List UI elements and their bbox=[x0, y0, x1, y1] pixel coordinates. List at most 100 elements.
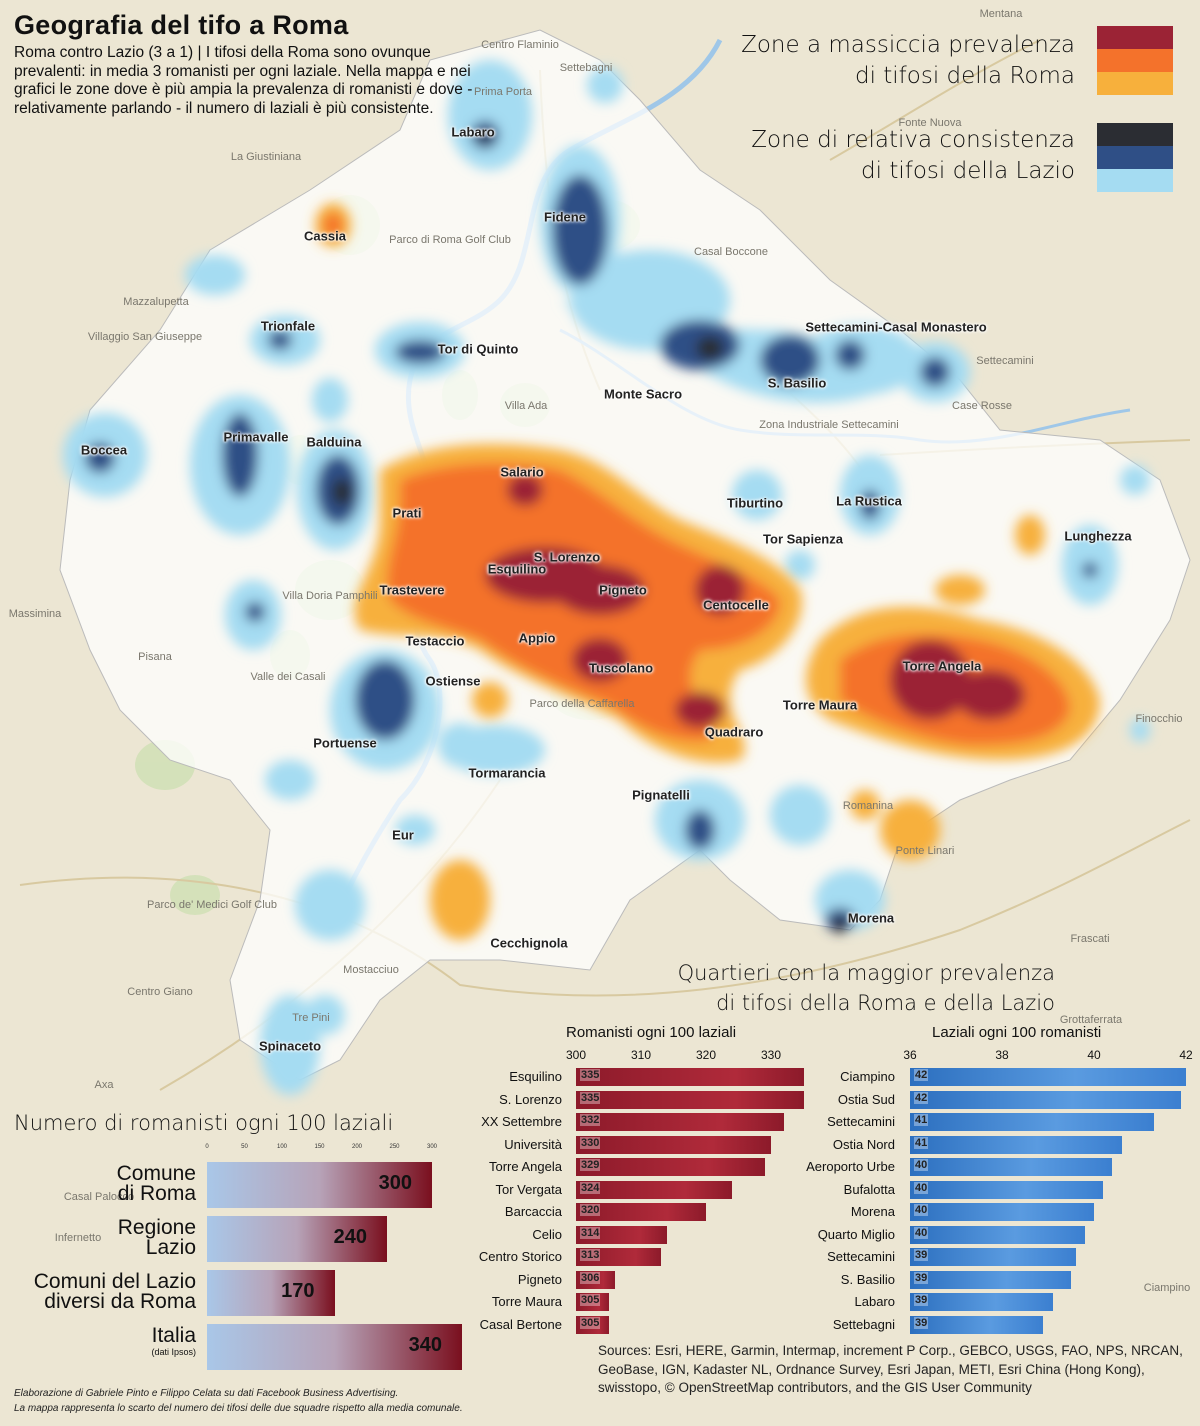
legend-lazio-swatch-1 bbox=[1097, 123, 1173, 146]
lazio-chart-value: 39 bbox=[914, 1294, 929, 1306]
credit-note: Elaborazione di Gabriele Pinto e Filippo… bbox=[14, 1386, 463, 1416]
big-chart-value: 340 bbox=[408, 1334, 442, 1356]
lazio-chart-bar: 40 bbox=[910, 1203, 1094, 1221]
map-label-ostiense: Ostiense bbox=[425, 673, 481, 689]
lazio-chart-category: Aeroporto Urbe bbox=[806, 1159, 895, 1174]
big-chart-bar: 240 bbox=[207, 1216, 387, 1262]
map-label-pigneto: Pigneto bbox=[599, 582, 647, 598]
lazio-chart-value: 39 bbox=[914, 1316, 929, 1329]
lazio-chart-category: Morena bbox=[850, 1204, 895, 1219]
lazio-chart-category: Settecamini bbox=[827, 1114, 895, 1129]
lazio-chart-category: Bufalotta bbox=[843, 1181, 895, 1197]
lazio-chart-tick: 36 bbox=[903, 1048, 917, 1062]
big-chart-tick: 100 bbox=[276, 1144, 288, 1150]
roma-chart-bar: 329 bbox=[576, 1158, 765, 1176]
roma-chart-value: 306 bbox=[580, 1271, 601, 1284]
lazio-chart-category: Ostia Nord bbox=[832, 1136, 895, 1152]
basemap-label-mazzalupetta: Mazzalupetta bbox=[123, 296, 189, 308]
map-label-esquilino: Esquilino bbox=[487, 561, 547, 577]
basemap-label-centro-flaminio: Centro Flaminio bbox=[481, 39, 559, 51]
map-label-portuense: Portuense bbox=[313, 735, 377, 751]
big-chart-title: Numero di romanisti ogni 100 laziali bbox=[14, 1111, 394, 1135]
big-chart-tick: 150 bbox=[314, 1144, 325, 1150]
map-label-salario: Salario bbox=[500, 464, 544, 480]
roma-chart-value: 305 bbox=[580, 1294, 601, 1306]
basemap-label-prima-porta: Prima Porta bbox=[473, 86, 533, 98]
big-chart-category-line: Lazio bbox=[145, 1236, 196, 1259]
roma-chart-value: 314 bbox=[580, 1226, 601, 1239]
basemap-label-finocchio: Finocchio bbox=[1135, 713, 1183, 725]
roma-chart-bar: 313 bbox=[576, 1248, 661, 1266]
map-label-primavalle: Primavalle bbox=[223, 429, 289, 445]
map-label-labaro: Labaro bbox=[451, 124, 495, 140]
lazio-chart-bar: 39 bbox=[910, 1293, 1053, 1311]
big-chart-category-line: Regione bbox=[117, 1216, 196, 1239]
basemap-label-mentana: Mentana bbox=[979, 8, 1023, 20]
big-chart-bar: 170 bbox=[207, 1270, 335, 1316]
big-chart-category: Regione Lazio bbox=[117, 1216, 196, 1259]
roma-chart-bar: 320 bbox=[576, 1203, 706, 1221]
lazio-chart-value: 42 bbox=[914, 1069, 929, 1081]
lazio-chart-value: 41 bbox=[914, 1136, 929, 1149]
map-label-prati: Prati bbox=[392, 505, 422, 521]
basemap-label-parco-de-medici-golf-club: Parco de' Medici Golf Club bbox=[147, 899, 277, 911]
big-chart-value: 170 bbox=[281, 1280, 315, 1302]
big-chart-category-line: di Roma bbox=[117, 1182, 196, 1205]
roma-chart-category: Casal Bertone bbox=[479, 1316, 562, 1332]
lazio-chart-bar: 42 bbox=[910, 1068, 1186, 1086]
basemap-label-tre-pini: Tre Pini bbox=[292, 1012, 330, 1024]
legend-roma-line-1: Zone a massiccia prevalenza bbox=[741, 32, 1075, 58]
lazio-chart-value: 39 bbox=[914, 1249, 929, 1261]
big-chart-category-line: diversi da Roma bbox=[44, 1290, 196, 1313]
basemap-label-ponte-linari: Ponte Linari bbox=[895, 845, 955, 857]
big-chart-tick: 0 bbox=[205, 1144, 209, 1150]
basemap-label-parco-della-caffarella: Parco della Caffarella bbox=[529, 698, 635, 710]
map-label-tor-sapienza: Tor Sapienza bbox=[763, 531, 843, 547]
lazio-chart-bar: 41 bbox=[910, 1113, 1154, 1131]
map-label-trastevere: Trastevere bbox=[379, 582, 445, 598]
basemap-label-villaggio-san-giuseppe: Villaggio San Giuseppe bbox=[87, 331, 203, 343]
map-label-pignatelli: Pignatelli bbox=[632, 787, 690, 803]
roma-chart-value: 329 bbox=[580, 1159, 601, 1171]
basemap-label-pisana: Pisana bbox=[138, 651, 172, 663]
roma-chart-value: 313 bbox=[580, 1249, 601, 1261]
map-label-monte-sacro: Monte Sacro bbox=[603, 386, 683, 402]
lazio-chart-value: 40 bbox=[914, 1181, 929, 1194]
legend-roma-text: Zone a massiccia prevalenza di tifosi de… bbox=[700, 30, 1075, 92]
map-label-eur: Eur bbox=[392, 827, 414, 843]
big-chart-tick: 50 bbox=[241, 1144, 248, 1150]
map-label-tuscolano: Tuscolano bbox=[588, 660, 654, 676]
big-chart-bar: 300 bbox=[207, 1162, 432, 1208]
legend-roma-swatch-2 bbox=[1097, 49, 1173, 72]
lazio-chart-bar: 39 bbox=[910, 1248, 1076, 1266]
stats-title-line-1: Quartieri con la maggior prevalenza bbox=[677, 961, 1055, 985]
map-label-torre-angela: Torre Angela bbox=[902, 658, 982, 674]
big-chart-value: 240 bbox=[333, 1226, 367, 1248]
page-title: Geografia del tifo a Roma bbox=[14, 10, 349, 40]
basemap-label-casal-palocco: Casal Palocco bbox=[63, 1191, 135, 1203]
roma-chart-bar: 335 bbox=[576, 1090, 804, 1109]
credit-line-1: Elaborazione di Gabriele Pinto e Filippo… bbox=[14, 1388, 399, 1399]
roma-chart-bar: 330 bbox=[576, 1135, 771, 1154]
roma-chart-bar: 305 bbox=[576, 1293, 609, 1311]
basemap-label-frascati: Frascati bbox=[1070, 933, 1110, 945]
legend-lazio-text: Zone di relativa consistenza di tifosi d… bbox=[700, 125, 1075, 187]
big-chart-category-line: Comune bbox=[116, 1162, 196, 1185]
legend-lazio-line-2: di tifosi della Lazio bbox=[861, 158, 1075, 184]
lazio-chart-bar: 40 bbox=[910, 1225, 1085, 1244]
roma-chart-category: Pigneto bbox=[517, 1271, 562, 1287]
basemap-label-villa-ada: Villa Ada bbox=[504, 400, 548, 412]
map-label-boccea: Boccea bbox=[80, 442, 128, 458]
map-label-lunghezza: Lunghezza bbox=[1064, 528, 1132, 544]
big-chart-category: Italia (dati Ipsos) bbox=[151, 1325, 196, 1358]
map-label-cecchignola: Cecchignola bbox=[490, 935, 568, 951]
lazio-chart-tick: 40 bbox=[1087, 1048, 1101, 1062]
map-label-s-lorenzo: S. Lorenzo bbox=[533, 549, 601, 565]
lazio-chart-bar: 40 bbox=[910, 1158, 1113, 1176]
map-label-trionfale: Trionfale bbox=[260, 318, 316, 334]
basemap-label-infernetto: Infernetto bbox=[54, 1232, 102, 1244]
big-chart-category: Comuni del Lazio diversi da Roma bbox=[33, 1270, 196, 1313]
basemap-label-romanina: Romanina bbox=[842, 800, 894, 812]
basemap-label-ciampino: Ciampino bbox=[1143, 1282, 1191, 1294]
big-chart-category-line: Comuni del Lazio bbox=[33, 1270, 196, 1293]
